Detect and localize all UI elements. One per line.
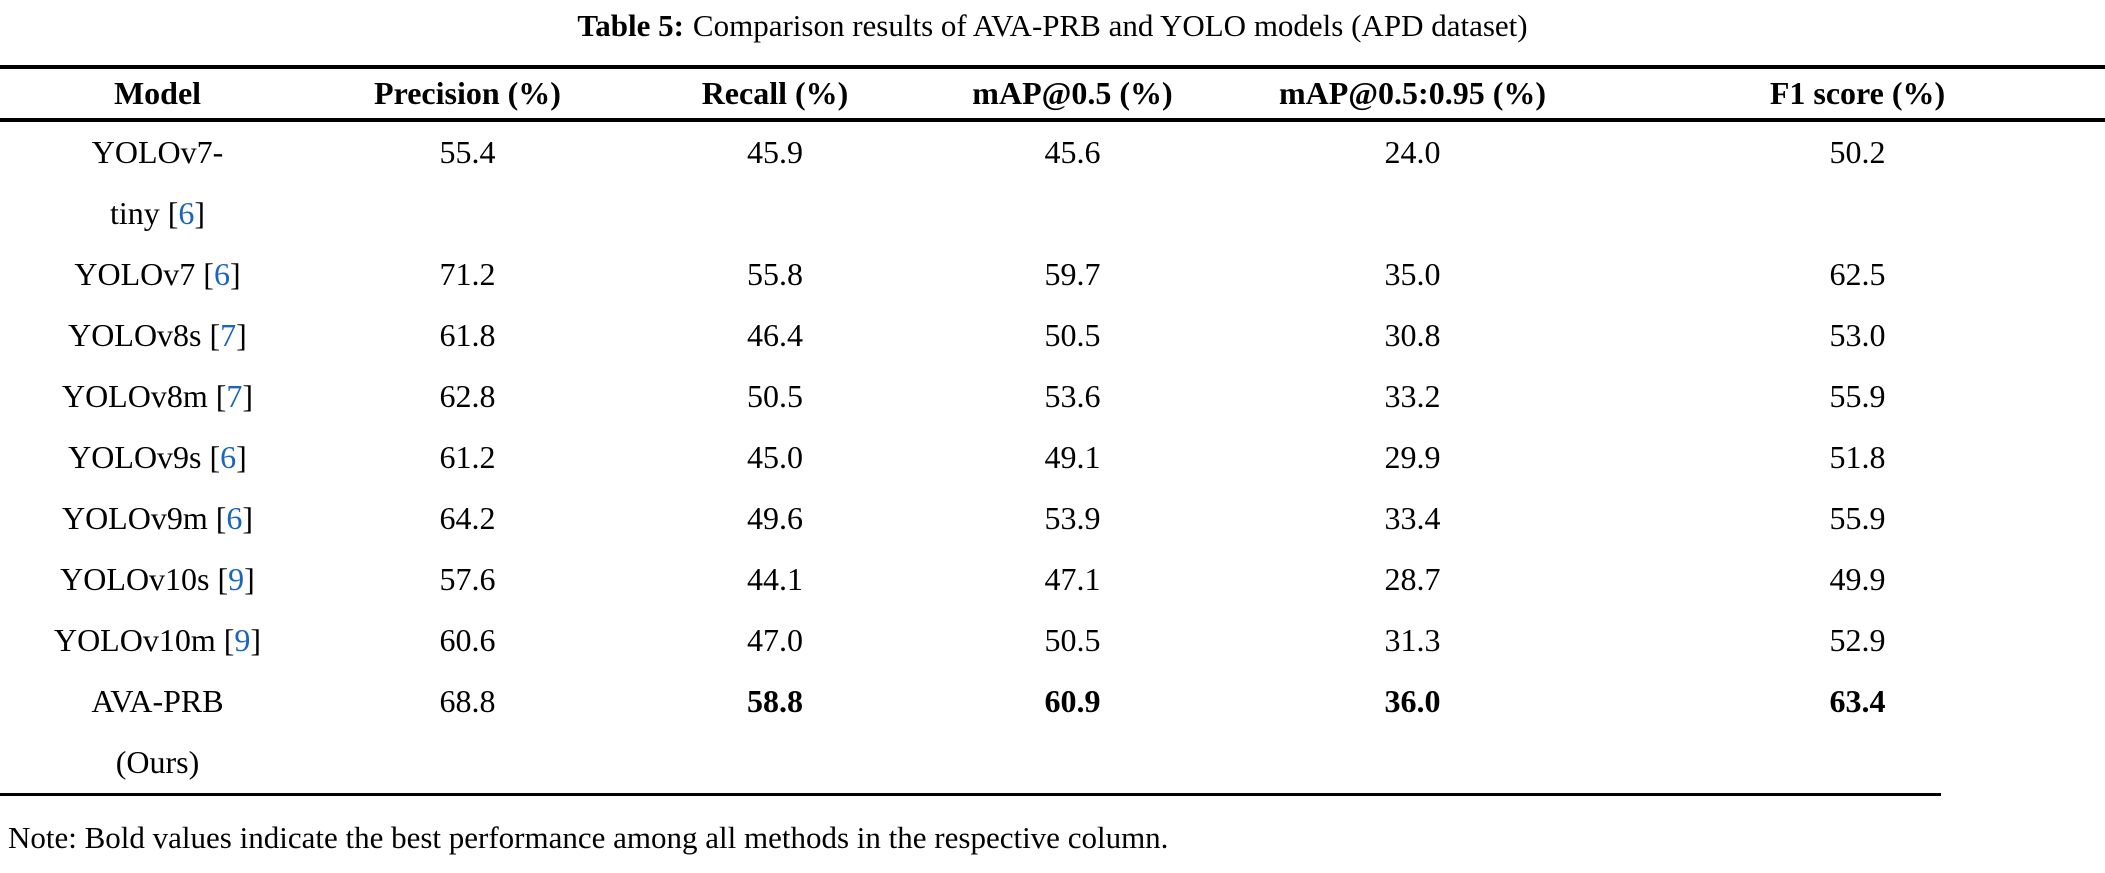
value-cell: 71.2 xyxy=(439,256,496,292)
column-header: mAP@0.5:0.95 (%) xyxy=(1215,67,1610,122)
value-cell: 50.2 xyxy=(1829,134,1886,170)
table-caption-text: Comparison results of AVA-PRB and YOLO m… xyxy=(692,8,1528,43)
value-cell: 62.5 xyxy=(1829,256,1886,292)
table-caption: Table 5: Comparison results of AVA-PRB an… xyxy=(0,0,2105,46)
value-cell: 49.6 xyxy=(747,500,803,536)
column-header: F1 score (%) xyxy=(1610,67,2105,122)
value-cell: 52.9 xyxy=(1829,622,1886,658)
column-header: Precision (%) xyxy=(315,67,620,122)
table-row: YOLOv9m [6] 64.2 49.6 53.9 33.4 55.9 xyxy=(0,488,2105,549)
value-cell: 60.9 xyxy=(1044,683,1101,719)
table-row: YOLOv8m [7] 62.8 50.5 53.6 33.2 55.9 xyxy=(0,366,2105,427)
value-cell: 60.6 xyxy=(439,622,496,658)
value-cell: 31.3 xyxy=(1384,622,1441,658)
value-cell: 59.7 xyxy=(1044,256,1101,292)
model-cell: YOLOv7- tiny [6] xyxy=(91,134,224,231)
citation-ref[interactable]: 6 xyxy=(226,500,243,536)
model-cell: YOLOv10s [9] xyxy=(60,561,255,597)
value-cell: 58.8 xyxy=(747,683,803,719)
value-cell: 29.9 xyxy=(1384,439,1441,475)
citation-ref[interactable]: 9 xyxy=(234,622,251,658)
citation-ref[interactable]: 6 xyxy=(178,195,195,231)
value-cell: 35.0 xyxy=(1384,256,1441,292)
column-header: mAP@0.5 (%) xyxy=(930,67,1215,122)
value-cell: 49.9 xyxy=(1829,561,1886,597)
value-cell: 33.4 xyxy=(1384,500,1441,536)
header-row: Model Precision (%) Recall (%) mAP@0.5 (%) m… xyxy=(0,67,2105,122)
table-caption-label: Table 5: xyxy=(577,8,684,43)
value-cell: 64.2 xyxy=(439,500,496,536)
value-cell: 61.8 xyxy=(439,317,496,353)
value-cell: 55.9 xyxy=(1829,500,1886,536)
value-cell: 50.5 xyxy=(1044,317,1101,353)
value-cell: 55.4 xyxy=(439,134,496,170)
table-note: Note: Bold values indicate the best perf… xyxy=(8,820,1169,855)
value-cell: 61.2 xyxy=(439,439,496,475)
value-cell: 49.1 xyxy=(1044,439,1101,475)
value-cell: 62.8 xyxy=(439,378,496,414)
column-header: Recall (%) xyxy=(620,67,930,122)
value-cell: 36.0 xyxy=(1384,683,1441,719)
model-cell: YOLOv9m [6] xyxy=(61,500,254,536)
model-cell: YOLOv7 [6] xyxy=(74,256,241,292)
value-cell: 51.8 xyxy=(1829,439,1886,475)
value-cell: 53.0 xyxy=(1829,317,1886,353)
value-cell: 53.6 xyxy=(1044,378,1101,414)
value-cell: 44.1 xyxy=(747,561,803,597)
value-cell: 24.0 xyxy=(1384,134,1441,170)
value-cell: 55.9 xyxy=(1829,378,1886,414)
value-cell: 30.8 xyxy=(1384,317,1441,353)
value-cell: 33.2 xyxy=(1384,378,1441,414)
model-cell: YOLOv10m [9] xyxy=(53,622,262,658)
table-row: YOLOv7- tiny [6] 55.4 45.9 45.6 24.0 50.2 xyxy=(0,120,2105,244)
table-bottom-rule xyxy=(0,793,1941,796)
value-cell: 55.8 xyxy=(747,256,803,292)
citation-ref[interactable]: 6 xyxy=(220,439,237,475)
value-cell: 57.6 xyxy=(439,561,496,597)
value-cell: 45.0 xyxy=(747,439,803,475)
table-row: YOLOv7 [6] 71.2 55.8 59.7 35.0 62.5 xyxy=(0,244,2105,305)
value-cell: 46.4 xyxy=(747,317,803,353)
table-row: AVA-PRB (Ours) 68.8 58.8 60.9 36.0 63.4 xyxy=(0,671,2105,793)
value-cell: 47.0 xyxy=(747,622,803,658)
table-row: YOLOv10s [9] 57.6 44.1 47.1 28.7 49.9 xyxy=(0,549,2105,610)
citation-ref[interactable]: 9 xyxy=(228,561,245,597)
value-cell: 50.5 xyxy=(747,378,803,414)
table-header: Model Precision (%) Recall (%) mAP@0.5 (%) m… xyxy=(0,67,2105,122)
model-cell: AVA-PRB (Ours) xyxy=(91,683,224,780)
model-cell: YOLOv9s [6] xyxy=(68,439,247,475)
results-table: Model Precision (%) Recall (%) mAP@0.5 (%) m… xyxy=(0,65,2105,793)
model-cell: YOLOv8s [7] xyxy=(68,317,247,353)
table-row: YOLOv9s [6] 61.2 45.0 49.1 29.9 51.8 xyxy=(0,427,2105,488)
value-cell: 45.9 xyxy=(747,134,803,170)
value-cell: 63.4 xyxy=(1829,683,1886,719)
value-cell: 50.5 xyxy=(1044,622,1101,658)
table-row: YOLOv10m [9] 60.6 47.0 50.5 31.3 52.9 xyxy=(0,610,2105,671)
model-cell: YOLOv8m [7] xyxy=(61,378,254,414)
table-body: YOLOv7- tiny [6] 55.4 45.9 45.6 24.0 50.2 YOLOv… xyxy=(0,120,2105,793)
value-cell: 47.1 xyxy=(1044,561,1101,597)
citation-ref[interactable]: 7 xyxy=(226,378,243,414)
table-row: YOLOv8s [7] 61.8 46.4 50.5 30.8 53.0 xyxy=(0,305,2105,366)
column-header: Model xyxy=(0,67,315,122)
citation-ref[interactable]: 6 xyxy=(213,256,230,292)
value-cell: 45.6 xyxy=(1044,134,1101,170)
citation-ref[interactable]: 7 xyxy=(220,317,237,353)
value-cell: 28.7 xyxy=(1384,561,1441,597)
value-cell: 53.9 xyxy=(1044,500,1101,536)
value-cell: 68.8 xyxy=(439,683,496,719)
